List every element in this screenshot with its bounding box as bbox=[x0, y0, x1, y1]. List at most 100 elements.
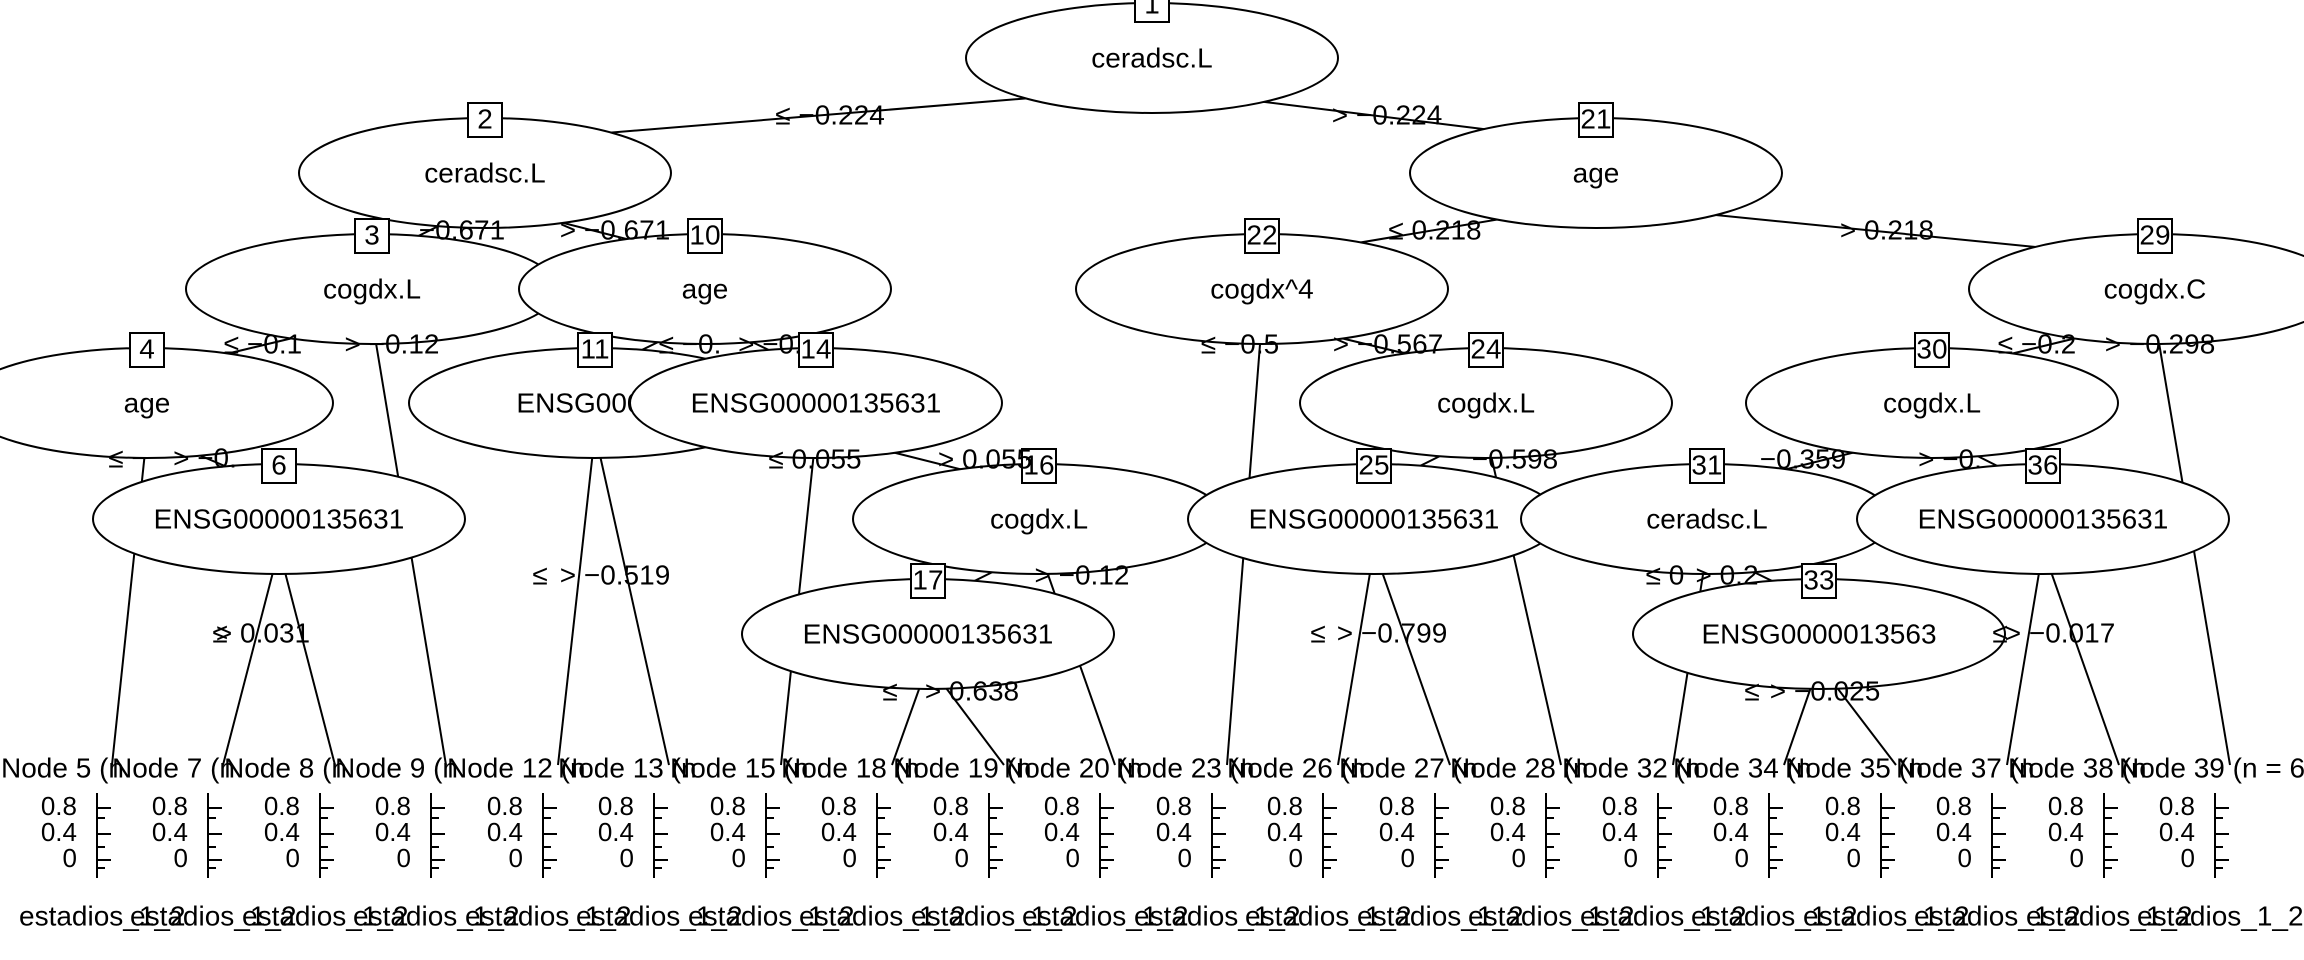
tick-label: 0.4 bbox=[375, 817, 411, 847]
node-id-box bbox=[2137, 218, 2173, 254]
tick-label: 0.4 bbox=[41, 817, 77, 847]
node-label: ENSG00000135631 bbox=[1918, 503, 2169, 534]
node-id-box bbox=[1021, 448, 1057, 484]
tree-edge bbox=[278, 548, 336, 766]
terminal-label: Node 39 (n = 6 bbox=[2119, 752, 2304, 783]
inner-node: ENSG00000135631 17 bbox=[741, 563, 1115, 690]
terminal-label: Node 37 (n bbox=[1896, 752, 2035, 783]
tick-label: 0.4 bbox=[933, 817, 969, 847]
edge-label: > 0.031 bbox=[216, 617, 310, 648]
node-id: 2 bbox=[477, 103, 493, 134]
terminal-label: Node 18 (n bbox=[781, 752, 920, 783]
tick-label: 0.4 bbox=[598, 817, 634, 847]
edge-label: > 0.218 bbox=[1840, 214, 1934, 245]
tick-label: 0.4 bbox=[1379, 817, 1415, 847]
edge-label: ≤ −0.224 bbox=[775, 99, 885, 130]
tick-label: 0 bbox=[397, 843, 411, 873]
tick-label: 0.4 bbox=[1044, 817, 1080, 847]
node-id-box bbox=[1134, 0, 1170, 23]
terminal-label: Node 19 (n bbox=[893, 752, 1032, 783]
node-id: 14 bbox=[800, 333, 831, 364]
tick-label: 0.4 bbox=[1602, 817, 1638, 847]
x-category-label: estadios_1_2 bbox=[1468, 900, 1635, 931]
tick-label: 0.8 bbox=[41, 791, 77, 821]
node-label: cogdx.L bbox=[1883, 387, 1981, 418]
tree-edge bbox=[1337, 548, 1375, 766]
x-category-label: estadios_1_2 bbox=[242, 900, 409, 931]
tick-label: 0.8 bbox=[264, 791, 300, 821]
node-id-box bbox=[798, 332, 834, 368]
tree-nodes: ceradsc.L 1 ceradsc.L 2 cogdx.L 3 age 4 ENSG0000… bbox=[0, 0, 2304, 690]
tick-label: 0.8 bbox=[2048, 791, 2084, 821]
tick-label: 0.4 bbox=[1490, 817, 1526, 847]
edge-label: ≤ 0.218 bbox=[1388, 214, 1481, 245]
tick-label: 0 bbox=[732, 843, 746, 873]
tick-label: 0.8 bbox=[2159, 791, 2195, 821]
tick-label: 0 bbox=[2181, 843, 2195, 873]
tick-label: 0.8 bbox=[1602, 791, 1638, 821]
edge-label: ≤ −0.2 bbox=[1998, 328, 2076, 359]
terminal-label: Node 27 (n bbox=[1339, 752, 1478, 783]
inner-node: ENSG00000135631 6 bbox=[92, 448, 466, 575]
tick-label: 0 bbox=[1847, 843, 1861, 873]
x-category-label: estadios_1_2 bbox=[2137, 900, 2304, 931]
tick-label: 0.4 bbox=[710, 817, 746, 847]
node-id-box bbox=[1468, 332, 1504, 368]
x-category-label: estadios_1_2 bbox=[465, 900, 632, 931]
node-id: 33 bbox=[1803, 564, 1834, 595]
node-label: ENSG00000135631 bbox=[803, 618, 1054, 649]
x-category-label: estadios_1_2 bbox=[1245, 900, 1412, 931]
tick-label: 0.8 bbox=[1156, 791, 1192, 821]
inner-node: ENSG00000135631 14 bbox=[629, 332, 1003, 459]
x-category-label: estadios_1_2 bbox=[688, 900, 855, 931]
inner-node: ENSG00000135631 36 bbox=[1856, 448, 2230, 575]
edge-label: ≤ bbox=[882, 675, 897, 706]
node-id: 11 bbox=[580, 333, 609, 364]
x-category-label: estadios_1_2 bbox=[1580, 900, 1747, 931]
x-category-label: estadios_1_2 bbox=[1803, 900, 1970, 931]
edge-label: ≤ bbox=[212, 617, 227, 648]
edge-label: > 0.2 bbox=[1695, 559, 1758, 590]
node-id: 10 bbox=[689, 219, 720, 250]
x-category-label: estadios_1_2 bbox=[799, 900, 966, 931]
terminal-node: Node 39 (n = 6 0.80.40 estadios_1_2 bbox=[2119, 752, 2304, 931]
tick-label: 0 bbox=[1401, 843, 1415, 873]
tick-label: 0.8 bbox=[598, 791, 634, 821]
edge-label: > −0.017 bbox=[2005, 617, 2116, 648]
node-label: ceradsc.L bbox=[424, 157, 545, 188]
node-label: age bbox=[124, 387, 171, 418]
node-id: 30 bbox=[1916, 333, 1947, 364]
tick-label: 0.4 bbox=[1713, 817, 1749, 847]
inner-node: cogdx.L 3 bbox=[185, 218, 559, 345]
edge-label: > 0.638 bbox=[925, 675, 1019, 706]
edge-label: ≤ −0. bbox=[659, 328, 722, 359]
tree-edge bbox=[594, 432, 670, 766]
tick-label: 0.4 bbox=[2048, 817, 2084, 847]
node-id-box bbox=[910, 563, 946, 599]
edge-label: ≤ bbox=[1310, 617, 1325, 648]
tick-label: 0.8 bbox=[1825, 791, 1861, 821]
node-label: ENSG00000135631 bbox=[691, 387, 942, 418]
tree-edge bbox=[2042, 548, 2120, 766]
node-label: age bbox=[682, 273, 729, 304]
terminal-label: Node 9 (n bbox=[335, 752, 458, 783]
edge-label: ≤ − bbox=[108, 442, 148, 473]
node-id: 21 bbox=[1580, 103, 1611, 134]
tick-label: 0 bbox=[955, 843, 969, 873]
node-id-box bbox=[1914, 332, 1950, 368]
node-label: age bbox=[1573, 157, 1620, 188]
inner-node: ENSG0000013563 33 bbox=[1632, 563, 2006, 690]
tick-label: 0 bbox=[2070, 843, 2084, 873]
node-label: cogdx^4 bbox=[1210, 273, 1313, 304]
edge-label: > −0. bbox=[1918, 443, 1982, 474]
node-label: ceradsc.L bbox=[1646, 503, 1767, 534]
